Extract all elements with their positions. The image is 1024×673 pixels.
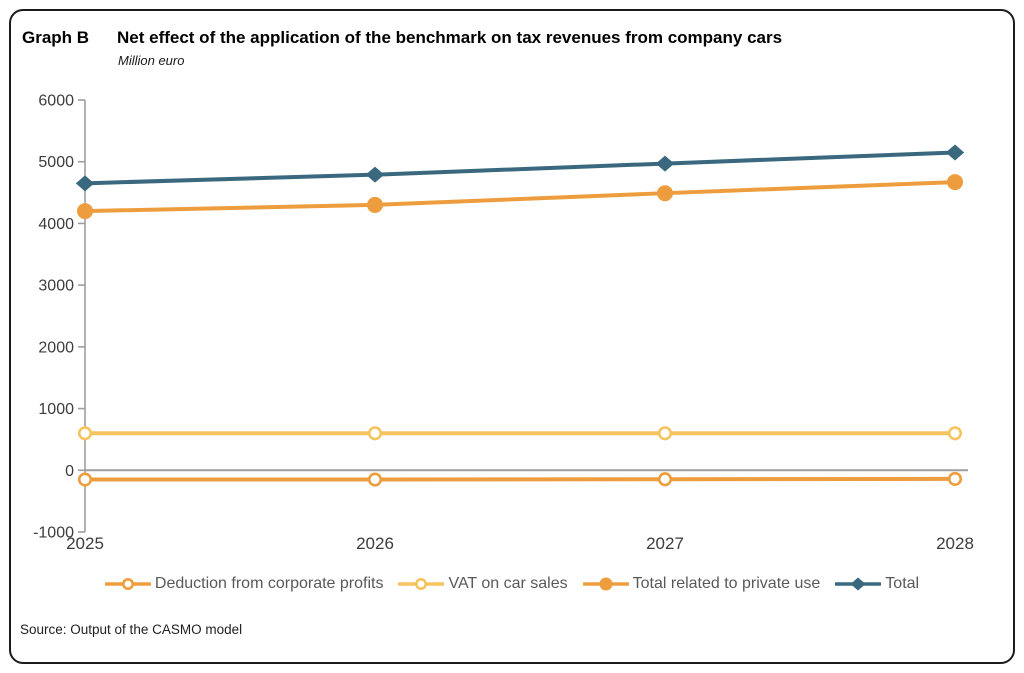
series-line [83, 476, 957, 482]
y-tick-label: 0 [65, 463, 74, 480]
legend-item: Total [835, 575, 919, 593]
data-point-marker [657, 472, 673, 487]
x-tick-label: 2025 [66, 534, 104, 553]
legend-item: Deduction from corporate profits [104, 575, 384, 593]
data-point-marker [77, 203, 93, 220]
y-tick-label: -1000 [33, 525, 74, 542]
data-point-marker [850, 577, 866, 591]
legend-marker-icon [398, 578, 445, 590]
data-point-marker [655, 155, 675, 172]
chart-subtitle: Million euro [118, 53, 185, 68]
data-point-marker [657, 426, 673, 441]
data-point-marker [121, 578, 134, 590]
data-point-marker [365, 166, 385, 183]
x-tick-label: 2027 [646, 534, 684, 553]
data-point-marker [599, 577, 613, 591]
source-note: Source: Output of the CASMO model [20, 622, 243, 637]
graph-label: Graph B [22, 28, 90, 47]
data-point-marker [947, 174, 963, 191]
x-tick-label: 2028 [936, 534, 974, 553]
data-point-marker [367, 426, 383, 441]
series-line [83, 150, 957, 186]
legend-item: VAT on car sales [398, 575, 568, 593]
data-point-marker [77, 472, 93, 487]
y-tick-label: 4000 [38, 216, 74, 233]
data-point-marker [945, 144, 965, 161]
data-point-marker [415, 578, 428, 590]
y-tick-label: 1000 [38, 401, 74, 418]
chart-legend: Deduction from corporate profits VAT on c… [30, 575, 994, 593]
y-tick-label: 5000 [38, 154, 74, 171]
y-tick-label: 6000 [38, 93, 74, 110]
data-point-marker [947, 471, 963, 486]
data-point-marker [657, 185, 673, 202]
legend-marker-icon [582, 577, 629, 591]
data-point-marker [367, 472, 383, 487]
series-line [83, 180, 957, 214]
y-tick-label: 3000 [38, 278, 74, 295]
legend-label: Total [885, 575, 920, 592]
legend-item: Total related to private use [582, 575, 821, 593]
legend-label: Deduction from corporate profits [154, 575, 384, 592]
data-point-marker [947, 426, 963, 441]
y-tick-label: 2000 [38, 339, 74, 356]
legend-marker-icon [104, 578, 151, 590]
data-point-marker [77, 426, 93, 441]
legend-label: VAT on car sales [448, 575, 568, 592]
data-point-marker [367, 196, 383, 213]
chart-title: Net effect of the application of the ben… [117, 28, 783, 47]
legend-label: Total related to private use [632, 575, 821, 592]
legend-marker-icon [835, 577, 882, 591]
x-tick-label: 2026 [356, 534, 394, 553]
data-point-marker [75, 175, 95, 192]
